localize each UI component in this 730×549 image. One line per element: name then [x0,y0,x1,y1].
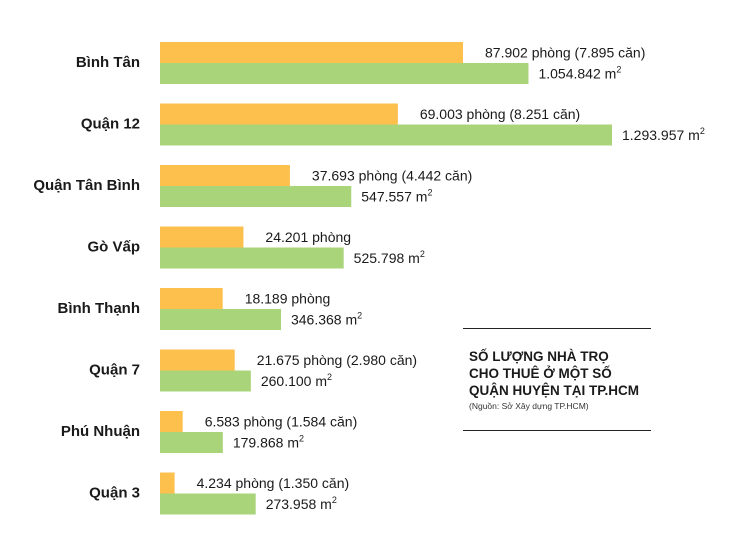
data-label-rooms: 18.189 phòng [245,291,331,307]
data-label-area: 273.958 m2 [266,495,337,512]
category-label: Gò Vấp [87,239,140,256]
chart-source: (Nguồn: Sở Xây dựng TP.HCM) [469,401,589,411]
category-label: Quận 3 [89,485,140,502]
category-label: Quận Tân Bình [33,177,140,194]
bar-rooms [160,226,244,248]
bar-area [160,247,344,269]
bar-rooms [160,165,290,186]
unit-superscript: 2 [616,65,621,75]
data-label-area: 547.557 m2 [361,188,432,205]
data-label-area: 525.798 m2 [354,249,425,266]
bar-rooms [160,103,398,125]
data-label-rooms: 21.675 phòng (2.980 căn) [257,352,417,368]
title-box: SỐ LƯỢNG NHÀ TRỌ CHO THUÊ Ở MỘT SỐ QUẬN … [463,328,651,432]
data-label-rooms: 4.234 phòng (1.350 căn) [197,475,350,491]
chart-title: SỐ LƯỢNG NHÀ TRỌ CHO THUÊ Ở MỘT SỐ QUẬN … [469,349,640,398]
bar-rooms [160,349,235,371]
bar-rooms [160,288,223,309]
bar-rooms [160,472,175,494]
bar-rooms [160,411,183,432]
title-rule-bottom [463,430,651,431]
bar-area [160,370,251,392]
bar-area [160,186,352,207]
data-label-rooms: 37.693 phòng (4.442 căn) [312,168,472,184]
data-label-rooms: 69.003 phòng (8.251 căn) [420,106,580,122]
unit-superscript: 2 [332,495,337,505]
category-label: Bình Tân [76,54,140,71]
data-label-area: 179.868 m2 [233,434,304,451]
unit-superscript: 2 [357,311,362,321]
unit-superscript: 2 [299,434,304,444]
data-label-area: 1.054.842 m2 [538,65,621,82]
unit-superscript: 2 [327,372,332,382]
bar-area [160,309,281,330]
data-label-rooms: 6.583 phòng (1.584 căn) [205,414,358,430]
category-label: Bình Thạnh [58,300,141,317]
title-rule-top [463,328,651,329]
unit-superscript: 2 [420,249,425,259]
bar-rooms [160,42,463,63]
data-label-rooms: 87.902 phòng (7.895 căn) [485,45,645,61]
unit-superscript: 2 [427,188,432,198]
bar-area [160,124,612,146]
bar-area [160,63,529,84]
data-label-area: 1.293.957 m2 [622,126,705,143]
category-label: Quận 12 [81,116,140,133]
bar-area [160,432,223,453]
bar-area [160,493,256,515]
unit-superscript: 2 [700,126,705,136]
category-label: Quận 7 [89,362,140,379]
data-label-area: 260.100 m2 [261,372,332,389]
data-label-area: 346.368 m2 [291,311,362,328]
category-label: Phú Nhuận [61,423,140,440]
data-label-rooms: 24.201 phòng [265,229,351,245]
